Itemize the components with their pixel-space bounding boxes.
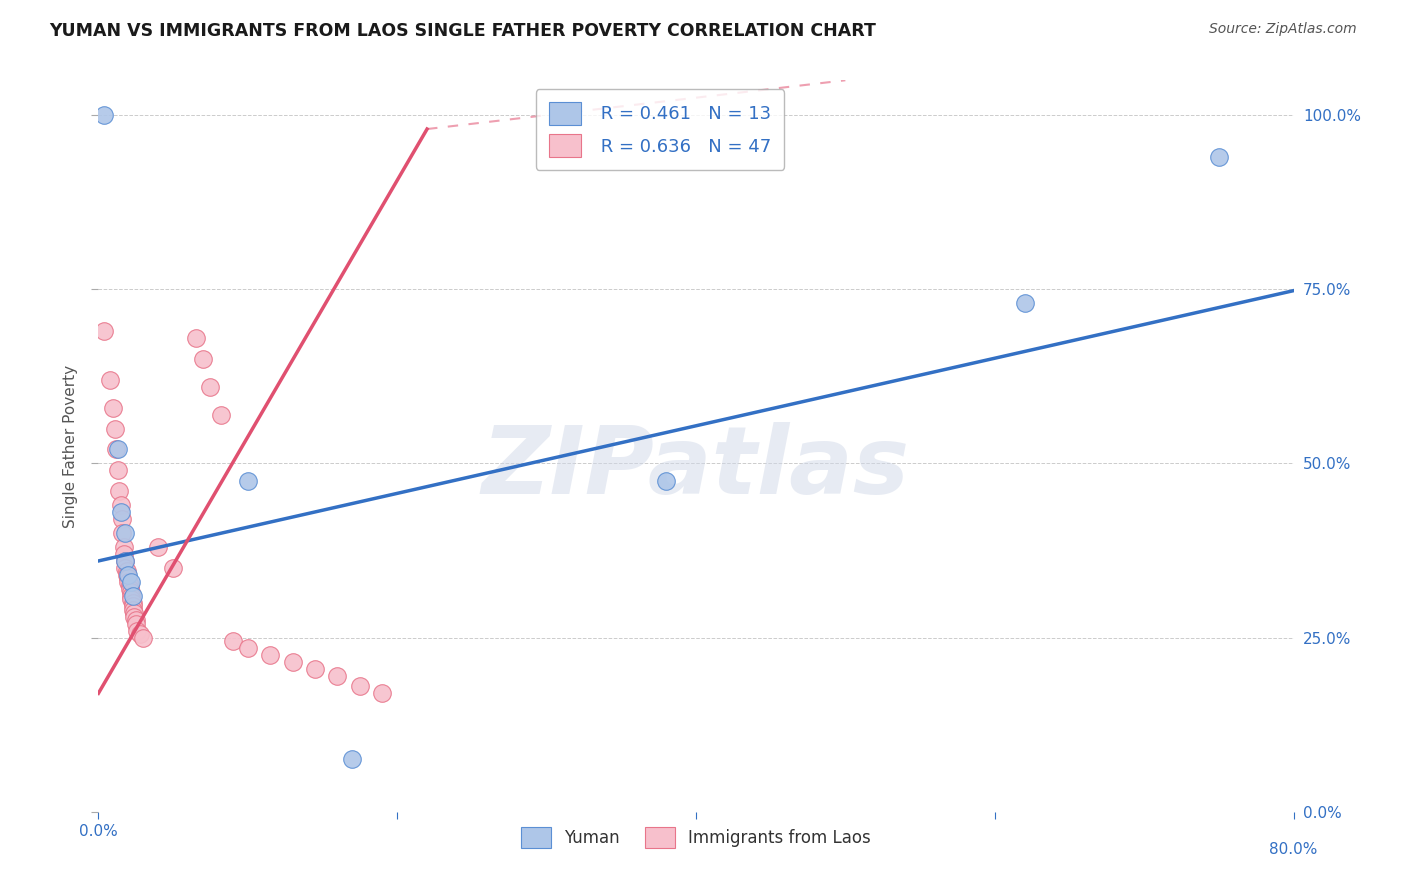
Y-axis label: Single Father Poverty: Single Father Poverty — [63, 365, 79, 527]
Point — [115, 565, 138, 579]
Point — [118, 582, 141, 596]
Point — [121, 589, 143, 603]
Point — [114, 554, 136, 568]
Point — [114, 561, 136, 575]
Point — [184, 331, 207, 345]
Point — [120, 592, 142, 607]
Text: ZIPatlas: ZIPatlas — [482, 422, 910, 514]
Point — [127, 624, 149, 638]
Point — [162, 561, 184, 575]
Point — [111, 526, 134, 541]
Point — [200, 380, 222, 394]
Point — [148, 540, 170, 554]
Point — [121, 596, 143, 610]
Point — [349, 679, 371, 693]
Point — [124, 609, 146, 624]
Point — [124, 606, 146, 620]
Text: 80.0%: 80.0% — [1270, 842, 1317, 857]
Text: YUMAN VS IMMIGRANTS FROM LAOS SINGLE FATHER POVERTY CORRELATION CHART: YUMAN VS IMMIGRANTS FROM LAOS SINGLE FAT… — [49, 22, 876, 40]
Point — [371, 686, 394, 700]
Point — [129, 627, 152, 641]
Point — [103, 401, 125, 415]
Point — [117, 571, 139, 585]
Point — [108, 484, 131, 499]
Point — [104, 421, 127, 435]
Point — [111, 512, 134, 526]
Point — [236, 640, 259, 655]
Point — [281, 655, 304, 669]
Point — [236, 474, 259, 488]
Point — [110, 498, 132, 512]
Point — [93, 324, 115, 338]
Point — [259, 648, 281, 662]
Point — [117, 574, 139, 589]
Point — [115, 567, 138, 582]
Point — [107, 463, 129, 477]
Point — [1208, 150, 1230, 164]
Legend: Yuman, Immigrants from Laos: Yuman, Immigrants from Laos — [515, 820, 877, 855]
Point — [121, 603, 143, 617]
Point — [326, 669, 349, 683]
Point — [1014, 296, 1036, 310]
Point — [112, 540, 135, 554]
Point — [120, 589, 142, 603]
Point — [107, 442, 129, 457]
Point — [112, 547, 135, 561]
Point — [304, 662, 326, 676]
Point — [105, 442, 128, 457]
Point — [93, 108, 115, 122]
Point — [132, 631, 155, 645]
Point — [120, 585, 142, 599]
Text: Source: ZipAtlas.com: Source: ZipAtlas.com — [1209, 22, 1357, 37]
Point — [655, 474, 678, 488]
Point — [120, 574, 142, 589]
Point — [209, 408, 232, 422]
Point — [117, 567, 139, 582]
Point — [125, 616, 148, 631]
Point — [342, 752, 364, 766]
Point — [191, 351, 214, 366]
Point — [114, 526, 136, 541]
Point — [98, 373, 122, 387]
Point — [118, 578, 141, 592]
Point — [125, 613, 148, 627]
Point — [222, 634, 245, 648]
Point — [110, 505, 132, 519]
Point — [114, 554, 136, 568]
Point — [121, 599, 143, 614]
